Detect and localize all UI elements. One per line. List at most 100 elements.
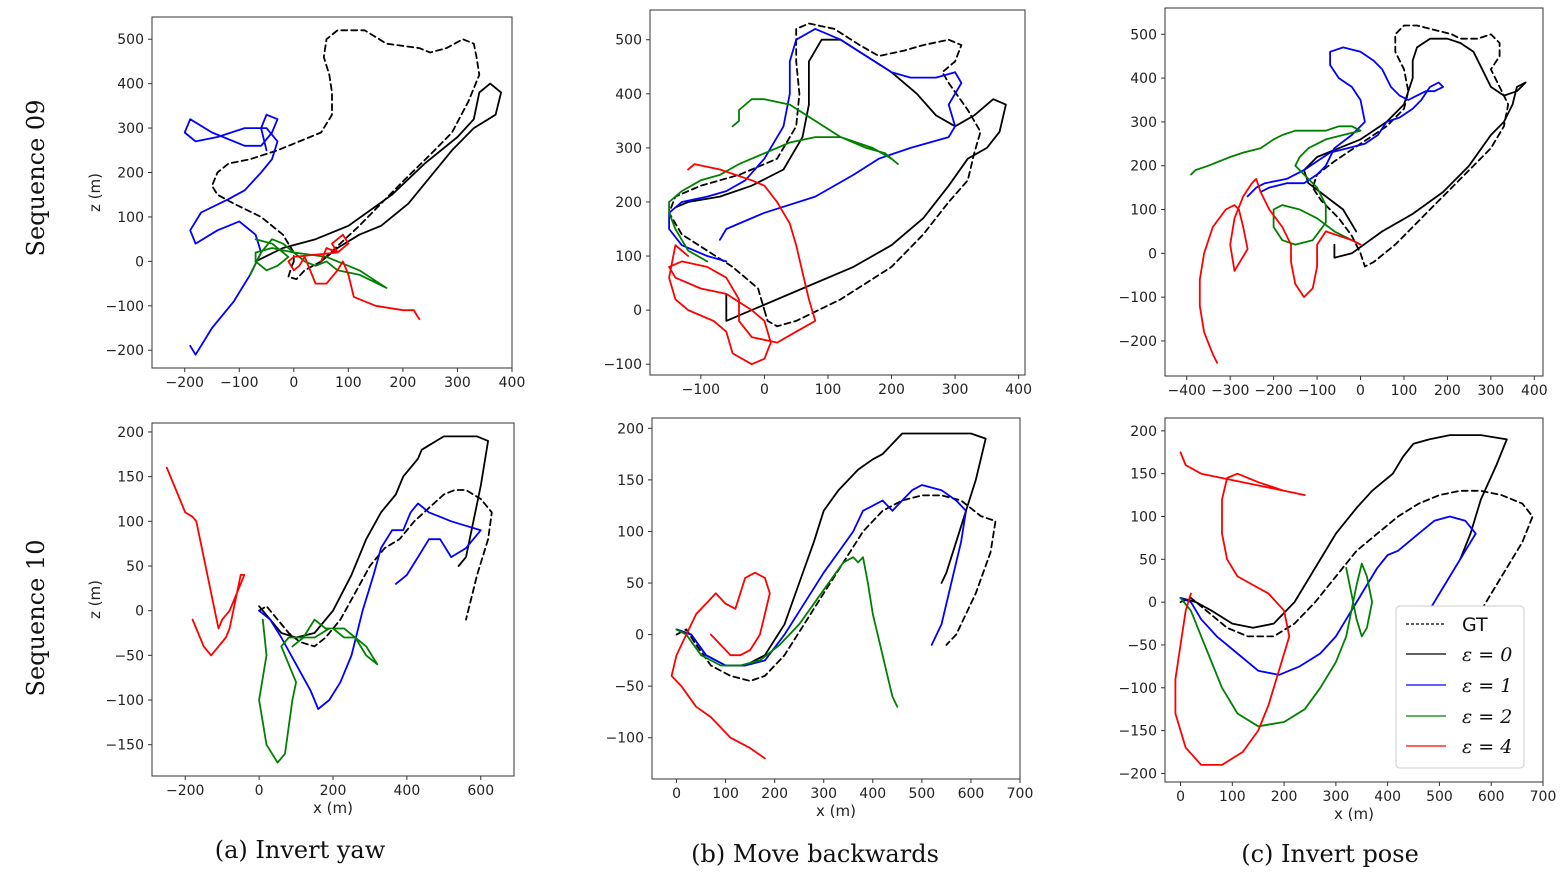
x-tick-label: 200 (1271, 789, 1298, 805)
x-tick-label: 100 (1391, 383, 1418, 399)
caption-invert-pose: (c) Invert pose (1241, 840, 1419, 868)
y-tick-label: 150 (617, 473, 644, 489)
x-tick-label: 400 (1521, 383, 1548, 399)
axes-frame (151, 422, 515, 777)
y-tick-label: 150 (117, 470, 144, 486)
y-tick-label: −200 (1119, 334, 1157, 350)
y-tick-label: −100 (1119, 290, 1157, 306)
x-tick-label: 0 (255, 783, 264, 799)
x-tick-label: 100 (815, 382, 842, 398)
legend-label: ε = 2 (1462, 706, 1512, 728)
trajectory-plot-1-1: 0 100 200 300 400 500 600 700 −100 −50 0 50 100 150 20… (606, 417, 1033, 820)
x-tick-label: 400 (499, 375, 526, 391)
y-tick-label: 0 (1148, 595, 1157, 611)
x-tick-label: 400 (1005, 382, 1032, 398)
y-tick-label: −200 (1119, 766, 1157, 782)
trajectory-line-2 (668, 98, 899, 263)
axes-frame (1164, 7, 1544, 377)
trajectory-line-4 (1198, 178, 1362, 364)
trajectory-line-0 (674, 38, 1007, 322)
trajectory-line-gt (675, 494, 997, 682)
y-tick-label: 150 (1130, 467, 1157, 483)
trajectory-line-gt (211, 29, 481, 280)
x-tick-label: 0 (1176, 789, 1185, 805)
legend-label: GT (1462, 614, 1488, 636)
trajectory-line-0 (254, 82, 502, 263)
legend-label: ε = 0 (1462, 644, 1512, 666)
x-tick-label: 200 (761, 786, 788, 802)
axes-frame (649, 9, 1026, 376)
y-tick-label: 300 (117, 121, 144, 137)
x-tick-label: 300 (810, 786, 837, 802)
y-tick-label: 200 (617, 421, 644, 437)
x-tick-label: 300 (1477, 383, 1504, 399)
trajectory-line-4 (287, 233, 421, 320)
axes-frame (651, 417, 1021, 780)
y-tick-label: 400 (117, 77, 144, 93)
legend-entry-eps-2: ε = 2 (1406, 706, 1512, 728)
y-tick-label: 500 (615, 33, 642, 49)
y-tick-label: 100 (1130, 203, 1157, 219)
x-tick-label: 500 (908, 786, 935, 802)
y-tick-label: 300 (1130, 115, 1157, 131)
x-axis-label: x (m) (816, 802, 856, 820)
plot-grid: −200 −100 0 100 200 300 400 −200 −100 0 100 200 300 4… (86, 7, 1557, 823)
trajectory-line-4 (1174, 451, 1306, 766)
y-tick-label: −100 (604, 357, 642, 373)
trajectory-line-1 (675, 484, 967, 667)
y-tick-label: −100 (106, 693, 144, 709)
x-tick-label: −100 (682, 382, 720, 398)
y-tick-label: 0 (635, 628, 644, 644)
x-tick-label: 700 (1530, 789, 1557, 805)
series-group (183, 29, 502, 356)
x-tick-label: −200 (166, 375, 204, 391)
x-tick-label: 600 (467, 783, 494, 799)
x-tick-label: 400 (859, 786, 886, 802)
x-tick-label: 0 (1356, 383, 1365, 399)
trajectory-plot-0-2: −400 −300 −200 −100 0 100 200 300 400 −200 −100 0 10… (1119, 7, 1548, 399)
x-tick-label: 200 (1434, 383, 1461, 399)
y-tick-label: −100 (1119, 681, 1157, 697)
row-label-sequence-10: Sequence 10 (22, 540, 50, 697)
trajectory-line-1 (258, 502, 482, 710)
y-tick-label: 400 (615, 87, 642, 103)
trajectory-plot-0-1: −100 0 100 200 300 400 −100 0 100 200 300 400 500 (604, 9, 1032, 398)
trajectory-line-2 (675, 556, 899, 708)
y-tick-label: 100 (117, 514, 144, 530)
y-tick-label: 100 (615, 249, 642, 265)
y-tick-label: 200 (1130, 159, 1157, 175)
x-tick-label: 100 (335, 375, 362, 391)
legend-entry-eps-4: ε = 4 (1406, 736, 1512, 758)
legend: GT ε = 0 ε = 1 ε = 2 ε = 4 (1395, 605, 1525, 769)
series-group (668, 22, 1007, 366)
x-tick-label: −100 (220, 375, 258, 391)
trajectory-line-2 (258, 618, 379, 764)
x-axis-label: x (m) (1334, 805, 1374, 823)
trajectory-line-4 (670, 571, 771, 760)
x-tick-label: 300 (1323, 789, 1350, 805)
y-tick-label: 500 (117, 32, 144, 48)
caption-move-backwards: (b) Move backwards (691, 840, 939, 868)
x-tick-label: 0 (760, 382, 769, 398)
y-axis-label: z (m) (86, 580, 104, 619)
y-tick-label: 0 (1148, 246, 1157, 262)
trajectory-line-2 (249, 238, 388, 289)
x-tick-label: −300 (1211, 383, 1249, 399)
y-tick-label: −50 (614, 679, 644, 695)
legend-entry-eps-1: ε = 1 (1406, 675, 1512, 697)
y-tick-label: 300 (615, 141, 642, 157)
y-tick-label: −50 (1127, 638, 1157, 654)
y-tick-label: −200 (106, 343, 144, 359)
x-tick-label: 600 (1478, 789, 1505, 805)
series-group (670, 432, 997, 760)
trajectory-line-0 (258, 435, 489, 639)
x-tick-label: 0 (289, 375, 298, 391)
y-tick-label: 50 (1139, 552, 1157, 568)
legend-label: ε = 4 (1462, 736, 1512, 758)
x-tick-label: 400 (394, 783, 421, 799)
x-tick-label: 0 (672, 786, 681, 802)
legend-label: ε = 1 (1462, 675, 1512, 697)
legend-entry-eps-0: ε = 0 (1406, 644, 1512, 666)
series-group (1174, 434, 1534, 766)
